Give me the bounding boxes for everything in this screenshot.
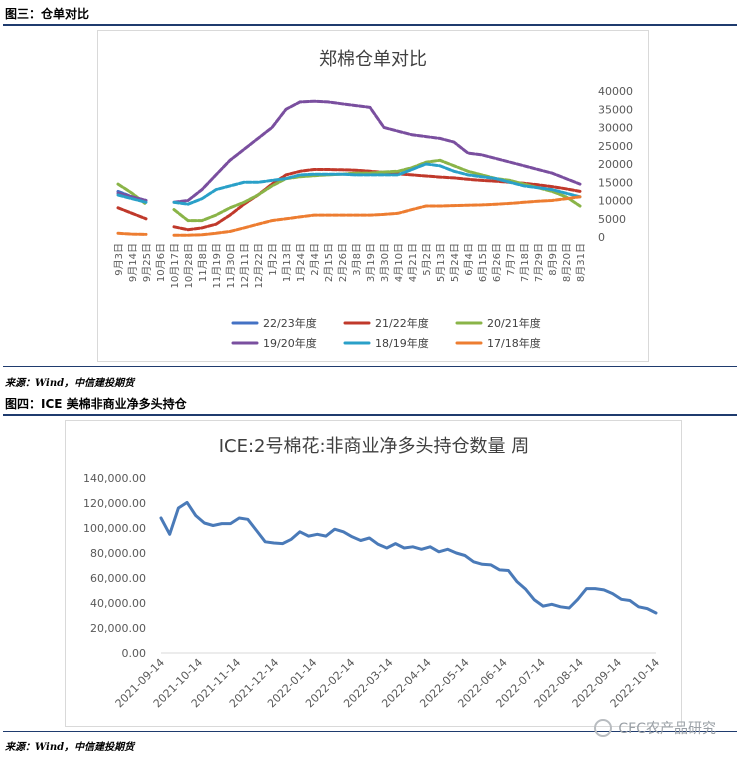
series-line-5	[116, 195, 582, 237]
x-tick-label: 9月3日	[113, 243, 125, 276]
chart1-frame: 郑棉仓单对比 0 5000 10000 15000 20000 25000 30000 3500…	[97, 30, 649, 362]
x-tick-label: 11月30日	[225, 243, 237, 288]
x-tick-label: 12月11日	[239, 243, 251, 288]
figure3-bottom-rule	[3, 366, 737, 367]
warehouse-receipt-chart: 郑棉仓单对比 0 5000 10000 15000 20000 25000 30000 3500…	[113, 49, 633, 350]
figure3-title: 图三：仓单对比	[5, 7, 90, 21]
y-tick-label: 40000	[598, 85, 633, 98]
x-tick-label: 6月15日	[477, 243, 489, 282]
x-tick-label: 11月19日	[211, 243, 223, 288]
x-tick-label: 8月31日	[575, 243, 587, 282]
x-tick-label: 11月8日	[197, 243, 209, 282]
legend-label: 21/22年度	[375, 316, 429, 330]
y-tick-label: 20000	[598, 158, 633, 171]
x-tick-label: 1月13日	[281, 243, 293, 282]
x-tick-label: 8月20日	[561, 243, 573, 282]
x-tick-label: 6月4日	[463, 243, 475, 276]
y-tick-label: 10000	[598, 195, 633, 208]
net-long-line	[159, 500, 658, 615]
x-tick-label: 2月26日	[337, 243, 349, 282]
y-tick-label: 30000	[598, 122, 633, 135]
y-tick-label: 140,000.00	[83, 472, 146, 485]
watermark-text: CFC农产品研究	[618, 721, 716, 737]
y-tick-label: 100,000.00	[83, 522, 146, 535]
legend-label: 19/20年度	[263, 336, 317, 350]
x-tick-label: 3月8日	[351, 243, 363, 276]
y-tick-label: 40,000.00	[90, 597, 146, 610]
chart2-frame: ICE:2号棉花:非商业净多头持仓数量 周 0.00 20,000.00 40,000…	[65, 420, 682, 727]
legend-label: 22/23年度	[263, 316, 317, 330]
ice-net-long-chart: ICE:2号棉花:非商业净多头持仓数量 周 0.00 20,000.00 40,000…	[83, 436, 662, 710]
y-tick-label: 60,000.00	[90, 572, 146, 585]
x-tick-label: 5月13日	[435, 243, 447, 282]
x-tick-label: 9月14日	[127, 243, 139, 282]
x-tick-label: 3月19日	[365, 243, 377, 282]
y-tick-label: 0	[598, 231, 605, 244]
x-tick-label: 12月22日	[253, 243, 265, 288]
legend-label: 20/21年度	[487, 316, 541, 330]
legend-label: 17/18年度	[487, 336, 541, 350]
x-tick-label: 10月17日	[169, 243, 181, 288]
figure3-source: 来源：Wind，中信建投期货	[5, 378, 135, 389]
x-tick-label: 7月29日	[533, 243, 545, 282]
x-tick-label: 2月4日	[309, 243, 321, 276]
y-tick-label: 80,000.00	[90, 547, 146, 560]
figure4-top-rule	[3, 414, 737, 416]
x-tick-label: 8月9日	[547, 243, 559, 276]
chart1-title: 郑棉仓单对比	[319, 49, 427, 70]
y-tick-label: 25000	[598, 140, 633, 153]
x-tick-label: 10月6日	[155, 243, 167, 282]
series-line-3	[116, 99, 582, 204]
figure4-source: 来源：Wind，中信建投期货	[5, 742, 135, 753]
figure3-top-rule	[3, 24, 737, 26]
x-tick-label: 2月15日	[323, 243, 335, 282]
x-tick-label: 5月2日	[421, 243, 433, 276]
x-tick-label: 6月26日	[491, 243, 503, 282]
figure4-bottom-rule	[3, 731, 737, 732]
y-tick-label: 5000	[598, 213, 626, 226]
x-tick-label: 9月25日	[141, 243, 153, 282]
series-line-4	[116, 162, 582, 206]
figure4-title: 图四：ICE 美棉非商业净多头持仓	[5, 397, 187, 411]
wechat-icon	[594, 719, 613, 737]
y-tick-label: 15000	[598, 176, 633, 189]
x-tick-label: 1月2日	[267, 243, 279, 276]
y-tick-label: 20,000.00	[90, 622, 146, 635]
legend-label: 18/19年度	[375, 336, 429, 350]
chart2-title: ICE:2号棉花:非商业净多头持仓数量 周	[219, 436, 530, 457]
y-tick-label: 0.00	[122, 647, 147, 660]
y-tick-label: 35000	[598, 103, 633, 116]
x-tick-label: 10月28日	[183, 243, 195, 288]
x-tick-label: 7月18日	[519, 243, 531, 282]
x-tick-label: 4月10日	[393, 243, 405, 282]
x-tick-label: 1月24日	[295, 243, 307, 282]
watermark: CFC农产品研究	[594, 718, 716, 738]
x-tick-label: 5月24日	[449, 243, 461, 282]
x-tick-label: 7月7日	[505, 243, 517, 276]
y-tick-label: 120,000.00	[83, 497, 146, 510]
x-tick-label: 4月21日	[407, 243, 419, 282]
x-tick-label: 3月30日	[379, 243, 391, 282]
